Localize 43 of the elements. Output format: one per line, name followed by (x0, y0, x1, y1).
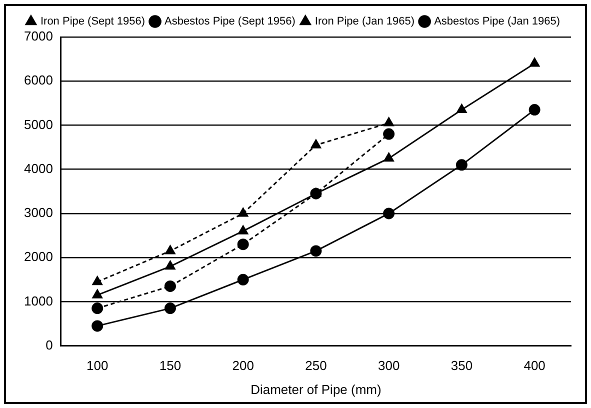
point (383, 128, 395, 140)
point (384, 152, 394, 162)
point (165, 245, 176, 254)
y-tick-label: 2000 (24, 249, 53, 264)
x-tick-label: 250 (305, 358, 327, 374)
x-tick-label: 150 (159, 358, 182, 374)
point (456, 104, 467, 114)
legend-label: Asbestos Pipe (Jan 1965) (434, 16, 560, 28)
x-tick-label: 300 (378, 358, 400, 374)
point (164, 302, 176, 314)
y-tick-label: 5000 (24, 116, 53, 132)
point (92, 276, 102, 286)
legend-label: Asbestos Pipe (Sept 1956) (164, 16, 296, 28)
point (238, 225, 248, 234)
x-axis-title: Diameter of Pipe (mm) (250, 382, 382, 397)
point (310, 245, 322, 257)
point (456, 159, 468, 171)
legend-label: Iron Pipe (Sept 1956) (40, 16, 146, 28)
point (237, 274, 249, 286)
x-tick-label: 350 (450, 358, 473, 374)
legend-label: Iron Pipe (Jan 1965) (314, 16, 415, 28)
point (92, 320, 104, 332)
point (237, 238, 249, 250)
point (528, 104, 540, 116)
point (164, 280, 176, 292)
point (384, 117, 394, 126)
y-tick-label: 0 (46, 337, 53, 352)
point (310, 188, 322, 200)
point (238, 208, 248, 217)
x-tick-label: 200 (232, 358, 254, 374)
point (310, 139, 322, 148)
y-tick-label: 1000 (24, 293, 53, 308)
point (383, 208, 395, 220)
y-tick-label: 3000 (24, 205, 53, 220)
y-tick-label: 4000 (24, 160, 53, 176)
x-tick-label: 100 (86, 358, 108, 374)
point (92, 289, 102, 298)
y-tick-label: 6000 (24, 72, 53, 88)
point (529, 58, 540, 67)
point (92, 302, 104, 314)
point (165, 260, 176, 270)
y-tick-label: 7000 (24, 28, 53, 44)
x-tick-label: 400 (524, 358, 546, 374)
